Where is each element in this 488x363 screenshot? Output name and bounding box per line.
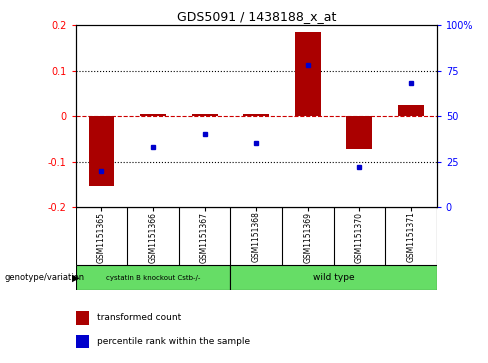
Bar [192, 114, 218, 116]
Text: GSM1151368: GSM1151368 [252, 212, 261, 262]
Bar [76, 265, 230, 290]
Text: GSM1151366: GSM1151366 [148, 212, 158, 262]
Bar [398, 105, 424, 116]
Bar [244, 114, 269, 116]
Bar [76, 311, 89, 325]
Text: GSM1151367: GSM1151367 [200, 212, 209, 262]
Text: ▶: ▶ [72, 273, 80, 283]
Bar [295, 32, 321, 116]
Title: GDS5091 / 1438188_x_at: GDS5091 / 1438188_x_at [177, 10, 336, 23]
Text: GSM1151370: GSM1151370 [355, 212, 364, 262]
Text: genotype/variation: genotype/variation [5, 273, 85, 282]
Text: percentile rank within the sample: percentile rank within the sample [97, 337, 250, 346]
Bar [88, 116, 114, 187]
Bar [346, 116, 372, 149]
Text: cystatin B knockout Cstb-/-: cystatin B knockout Cstb-/- [106, 275, 200, 281]
Text: GSM1151369: GSM1151369 [303, 212, 312, 262]
Text: GSM1151371: GSM1151371 [407, 212, 415, 262]
Text: wild type: wild type [313, 273, 354, 282]
Text: transformed count: transformed count [97, 314, 181, 322]
Text: GSM1151365: GSM1151365 [97, 212, 106, 262]
Bar [230, 265, 437, 290]
Bar [140, 114, 166, 116]
Bar [76, 335, 89, 348]
